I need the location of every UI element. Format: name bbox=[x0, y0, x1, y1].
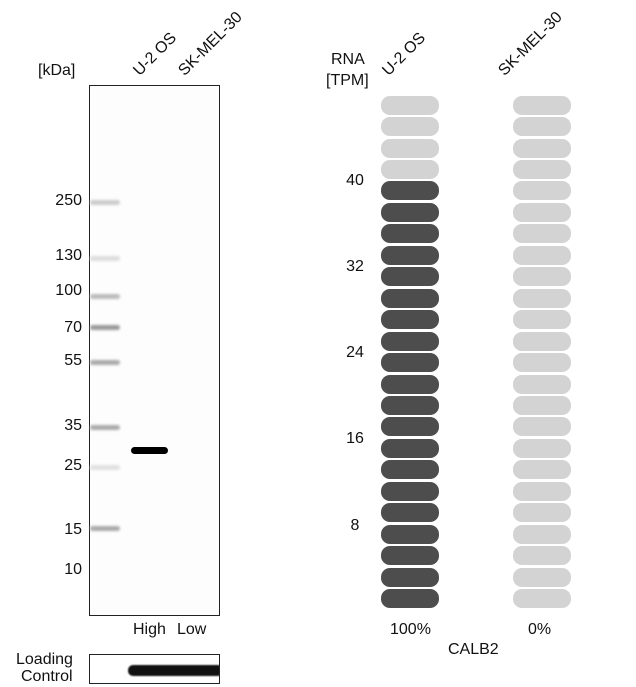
filled-bar-segment bbox=[381, 181, 439, 201]
filled-bar-segment bbox=[381, 202, 439, 222]
empty-bar-segment bbox=[513, 224, 571, 244]
empty-bar-segment bbox=[513, 546, 571, 566]
empty-bar-segment bbox=[513, 503, 571, 523]
marker-band bbox=[90, 200, 120, 205]
empty-bar-segment bbox=[513, 567, 571, 587]
filled-bar-segment bbox=[381, 460, 439, 480]
empty-bar-segment bbox=[513, 245, 571, 265]
filled-bar-segment bbox=[381, 374, 439, 394]
marker-label: 100 bbox=[55, 282, 82, 299]
percent-label: 0% bbox=[528, 621, 552, 638]
filled-bar-segment bbox=[381, 417, 439, 437]
marker-band bbox=[90, 526, 120, 531]
blot-lane-label-skmel30: SK-MEL-30 bbox=[175, 8, 246, 80]
empty-bar-segment bbox=[513, 395, 571, 415]
empty-bar-segment bbox=[513, 374, 571, 394]
marker-band bbox=[90, 294, 120, 299]
empty-bar-segment bbox=[513, 460, 571, 480]
empty-bar-segment bbox=[513, 95, 571, 115]
empty-bar-segment bbox=[381, 95, 439, 115]
marker-label: 35 bbox=[64, 417, 82, 434]
marker-band bbox=[90, 465, 120, 470]
filled-bar-segment bbox=[381, 310, 439, 330]
empty-bar-segment bbox=[513, 589, 571, 608]
empty-bar-segment bbox=[513, 138, 571, 158]
marker-band bbox=[90, 325, 120, 330]
filled-bar-segment bbox=[381, 481, 439, 501]
empty-bar-segment bbox=[513, 202, 571, 222]
filled-bar-segment bbox=[381, 245, 439, 265]
empty-bar-segment bbox=[513, 160, 571, 179]
marker-label: 25 bbox=[64, 457, 82, 474]
marker-label: 15 bbox=[64, 521, 82, 538]
filled-bar-segment bbox=[381, 395, 439, 415]
marker-label: 130 bbox=[55, 247, 82, 264]
empty-bar-segment bbox=[513, 481, 571, 501]
empty-bar-segment bbox=[381, 138, 439, 158]
marker-label: 250 bbox=[55, 192, 82, 209]
filled-bar-segment bbox=[381, 288, 439, 308]
filled-bar-segment bbox=[381, 353, 439, 373]
y-tick-label: 16 bbox=[346, 430, 364, 447]
intensity-label-high: High bbox=[133, 621, 166, 638]
filled-bar-segment bbox=[381, 567, 439, 587]
rna-axis-label: [TPM] bbox=[326, 72, 369, 89]
gene-label: CALB2 bbox=[448, 641, 499, 658]
filled-bar-segment bbox=[381, 331, 439, 351]
empty-bar-segment bbox=[513, 353, 571, 373]
marker-label: 70 bbox=[64, 319, 82, 336]
y-tick-label: 8 bbox=[350, 517, 360, 534]
filled-bar-segment bbox=[381, 589, 439, 608]
y-tick-label: 24 bbox=[346, 344, 364, 361]
intensity-label-low: Low bbox=[177, 621, 207, 638]
marker-band bbox=[90, 256, 120, 261]
marker-band bbox=[90, 360, 120, 365]
marker-label: 10 bbox=[64, 561, 82, 578]
loading-control-band bbox=[128, 665, 219, 676]
empty-bar-segment bbox=[513, 288, 571, 308]
filled-bar-segment bbox=[381, 224, 439, 244]
empty-bar-segment bbox=[513, 310, 571, 330]
empty-bar-segment bbox=[513, 438, 571, 458]
rna-category-label: SK-MEL-30 bbox=[495, 8, 566, 80]
marker-label: 55 bbox=[64, 352, 82, 369]
y-tick-label: 32 bbox=[346, 258, 364, 275]
empty-bar-segment bbox=[513, 417, 571, 437]
filled-bar-segment bbox=[381, 546, 439, 566]
loading-control-blot bbox=[89, 654, 220, 684]
rna-category-label: U-2 OS bbox=[379, 29, 430, 80]
marker-band bbox=[90, 425, 120, 430]
empty-bar-segment bbox=[513, 331, 571, 351]
filled-bar-segment bbox=[381, 524, 439, 544]
empty-bar-segment bbox=[513, 267, 571, 287]
filled-bar-segment bbox=[381, 438, 439, 458]
empty-bar-segment bbox=[381, 117, 439, 137]
loading-control-label: Control bbox=[21, 668, 73, 685]
kda-label: [kDa] bbox=[38, 62, 76, 79]
blot-lane-label-u2os: U-2 OS bbox=[130, 29, 181, 80]
western-blot-membrane: 250 130 100 70 55 35 25 15 10 bbox=[55, 85, 220, 616]
rna-axis-label: RNA bbox=[331, 51, 365, 68]
percent-label: 100% bbox=[390, 621, 431, 638]
empty-bar-segment bbox=[381, 160, 439, 179]
loading-control-label: Loading bbox=[16, 651, 73, 668]
calb2-band-u2os bbox=[131, 447, 168, 454]
empty-bar-segment bbox=[513, 117, 571, 137]
y-tick-label: 40 bbox=[346, 172, 364, 189]
empty-bar-segment bbox=[513, 181, 571, 201]
empty-bar-segment bbox=[513, 524, 571, 544]
filled-bar-segment bbox=[381, 267, 439, 287]
filled-bar-segment bbox=[381, 503, 439, 523]
